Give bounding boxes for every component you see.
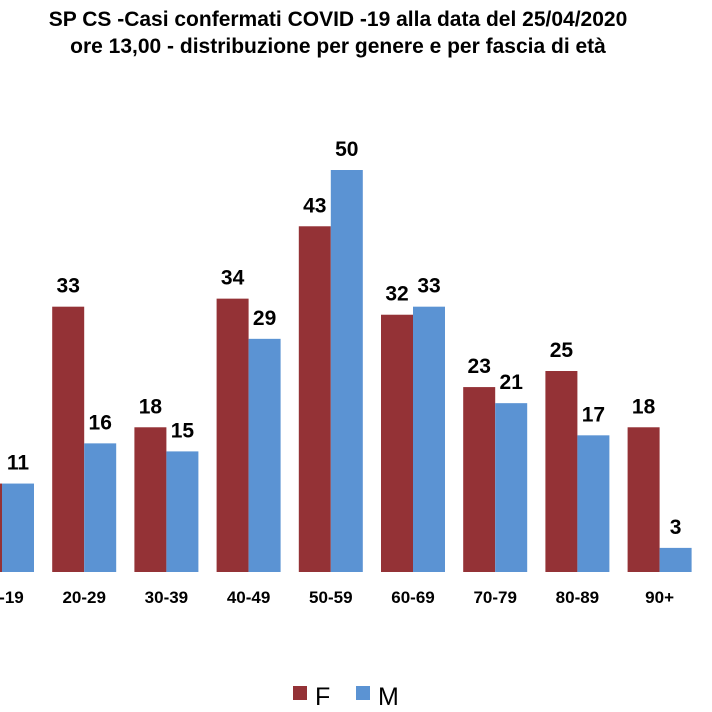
bar-m-30-39 xyxy=(166,451,199,572)
bar-f-80-89 xyxy=(545,371,578,572)
data-label-m-60-69: 33 xyxy=(417,275,440,298)
bar-f-40-49 xyxy=(216,298,249,572)
x-tick-label-30-39: 30-39 xyxy=(145,588,188,607)
bar-f-10-19 xyxy=(0,483,2,572)
data-label-f-20-29: 33 xyxy=(57,275,80,298)
chart-title: SP CS -Casi confermati COVID -19 alla da… xyxy=(0,6,688,60)
bar-m-50-59 xyxy=(330,170,363,572)
legend-label-f: F xyxy=(315,683,330,711)
x-tick-label-40-49: 40-49 xyxy=(227,588,270,607)
bar-m-10-19 xyxy=(2,483,34,572)
data-label-m-90+: 3 xyxy=(670,516,682,539)
legend-swatch-f xyxy=(293,686,307,700)
data-label-f-30-39: 18 xyxy=(139,395,163,418)
x-tick-label-10-19: 10-19 xyxy=(0,588,24,607)
bar-m-20-29 xyxy=(84,443,117,572)
bar-f-70-79 xyxy=(463,387,496,572)
bar-f-60-69 xyxy=(381,314,413,572)
data-label-f-50-59: 43 xyxy=(303,194,326,217)
x-tick-label-50-59: 50-59 xyxy=(309,588,352,607)
data-label-f-90+: 18 xyxy=(632,395,656,418)
chart-title-line-2: ore 13,00 - distribuzione per genere e p… xyxy=(70,35,606,58)
data-label-m-30-39: 15 xyxy=(171,419,195,442)
legend-swatch-m xyxy=(356,686,370,700)
bar-m-40-49 xyxy=(248,338,281,572)
x-tick-label-80-89: 80-89 xyxy=(556,588,599,607)
bar-m-70-79 xyxy=(495,403,528,572)
bar-f-20-29 xyxy=(52,306,85,572)
data-label-m-10-19: 11 xyxy=(7,452,30,475)
x-tick-label-70-79: 70-79 xyxy=(473,588,516,607)
bar-f-90+ xyxy=(627,427,660,572)
data-label-m-20-29: 16 xyxy=(89,411,112,434)
x-tick-label-20-29: 20-29 xyxy=(62,588,105,607)
data-label-f-40-49: 34 xyxy=(221,267,245,290)
data-label-f-70-79: 23 xyxy=(468,355,491,378)
bar-m-80-89 xyxy=(577,435,610,572)
bar-m-60-69 xyxy=(413,306,445,572)
x-tick-label-60-69: 60-69 xyxy=(391,588,434,607)
bar-f-50-59 xyxy=(298,226,331,572)
bar-f-30-39 xyxy=(134,427,167,572)
data-label-m-40-49: 29 xyxy=(253,307,276,330)
x-tick-label-90+: 90+ xyxy=(645,588,674,607)
data-label-m-70-79: 21 xyxy=(500,371,524,394)
data-label-f-60-69: 32 xyxy=(385,283,408,306)
chart-title-line-1: SP CS -Casi confermati COVID -19 alla da… xyxy=(48,8,628,31)
data-label-m-80-89: 17 xyxy=(582,403,605,426)
data-label-f-80-89: 25 xyxy=(550,339,574,362)
legend-label-m: M xyxy=(378,683,399,711)
bar-m-90+ xyxy=(659,547,692,572)
data-label-m-50-59: 50 xyxy=(335,138,358,161)
